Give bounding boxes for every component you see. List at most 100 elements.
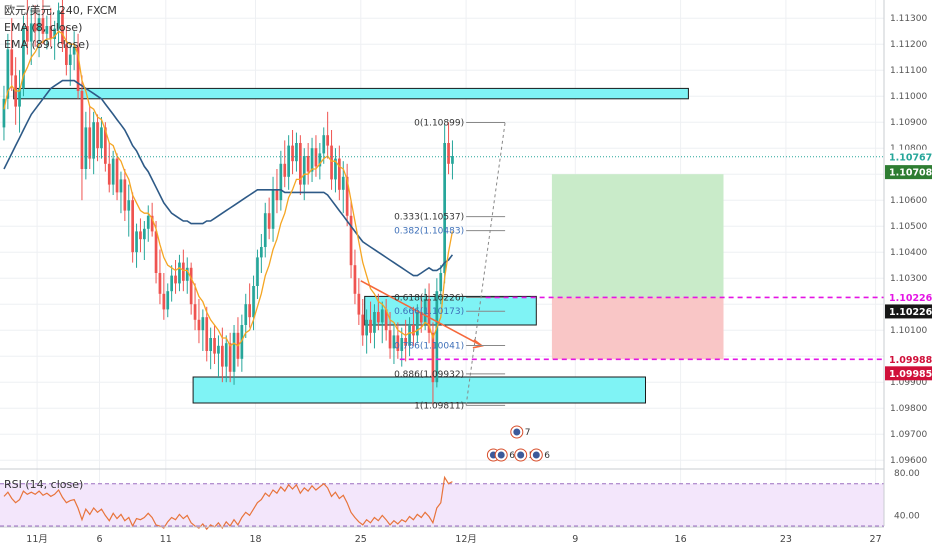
candle-body — [185, 267, 189, 281]
candle — [49, 7, 53, 47]
time-axis[interactable]: 11月 6 11 18 25 12月 9 16 23 27 — [0, 526, 884, 545]
candle — [96, 114, 99, 162]
candle-body — [162, 293, 166, 310]
time-tick-label: 6 — [96, 534, 102, 545]
candle — [162, 273, 166, 320]
candle-body — [279, 163, 283, 201]
symbol-title[interactable]: 欧元/美元, 240, FXCM — [4, 4, 117, 17]
event-marker[interactable]: 7 — [510, 425, 531, 439]
event-count: 6 — [509, 451, 515, 461]
candle-body — [2, 98, 6, 128]
price-tick-label: 1.10600 — [890, 196, 927, 206]
candle-body — [45, 26, 49, 34]
candle — [447, 122, 450, 175]
position-loss-zone[interactable] — [551, 297, 724, 360]
candle-body — [131, 200, 134, 253]
candle-body — [104, 127, 107, 164]
rsi-tick-label: 40.00 — [894, 511, 920, 521]
candle-body — [189, 267, 193, 305]
candle — [365, 309, 368, 354]
ema-fast-line — [3, 30, 454, 347]
candle-body — [53, 28, 56, 39]
candle-body — [252, 286, 255, 318]
candle-body — [197, 319, 201, 331]
ema-slow-legend[interactable]: EMA (89, close) — [4, 38, 90, 51]
candle — [123, 169, 127, 221]
level-high-tag-a[interactable] — [885, 290, 932, 305]
rsi-plot-area[interactable] — [0, 475, 884, 531]
support-resistance-zone-2[interactable] — [364, 295, 537, 326]
candle — [443, 124, 446, 284]
candle — [213, 325, 216, 364]
flag-icon-center — [517, 451, 525, 459]
price-tick-label: 1.09900 — [890, 378, 927, 388]
candle — [291, 130, 294, 175]
time-tick-label: 12月 — [455, 534, 477, 545]
candle-body — [295, 143, 298, 162]
position-profit-zone[interactable] — [551, 174, 724, 298]
rsi-legend[interactable]: RSI (14, close) — [4, 478, 84, 491]
candle — [205, 306, 209, 362]
candle-body — [244, 304, 248, 325]
candle — [146, 205, 150, 242]
candle — [357, 278, 361, 325]
candle — [310, 137, 314, 182]
level-low-tag-b-text: 1.09985 — [889, 369, 932, 380]
candle-body — [100, 127, 103, 149]
candle — [322, 127, 326, 164]
candle — [72, 31, 76, 71]
trendline[interactable] — [360, 280, 483, 347]
ema-fast-legend[interactable]: EMA (8, close) — [4, 21, 83, 34]
event-marker[interactable]: 6 — [529, 448, 550, 462]
candle-body — [143, 228, 146, 240]
candle — [260, 234, 263, 273]
support-resistance-zone-3[interactable] — [192, 376, 646, 404]
last-price-tag[interactable] — [885, 149, 932, 164]
event-marker[interactable]: 6 — [494, 448, 515, 462]
candle — [330, 130, 333, 190]
candle — [353, 249, 357, 305]
candle-body — [115, 158, 119, 193]
support-resistance-zone-1[interactable] — [13, 87, 689, 100]
candle — [158, 249, 162, 305]
candle-body — [275, 189, 279, 201]
level-low-tag-a[interactable] — [885, 352, 932, 367]
candle — [33, 5, 37, 47]
candle-body — [201, 317, 205, 331]
candle — [76, 33, 80, 99]
candle — [263, 202, 267, 258]
candle — [244, 293, 248, 338]
candle — [18, 70, 21, 133]
candle — [6, 33, 10, 110]
rsi-line — [3, 475, 453, 531]
candle-body — [61, 10, 64, 45]
candle-body — [341, 176, 345, 190]
candle-body — [451, 156, 454, 164]
candle-body — [178, 262, 181, 284]
time-tick-label: 11月 — [26, 534, 48, 545]
level-high-tag-b[interactable] — [885, 304, 932, 319]
flag-icon-center — [532, 451, 540, 459]
candle-body — [80, 91, 84, 169]
candle-body — [57, 10, 60, 29]
candle-body — [123, 179, 127, 211]
candle — [338, 145, 341, 201]
candle — [361, 299, 365, 346]
candle-body — [107, 163, 111, 185]
candle — [119, 171, 123, 214]
candle — [57, 2, 60, 45]
candle-body — [182, 262, 185, 281]
candle-body — [408, 325, 411, 346]
candle — [451, 140, 454, 180]
close-price-tag[interactable] — [885, 165, 932, 180]
candle — [53, 20, 56, 60]
candle-body — [221, 345, 224, 367]
level-low-tag-b[interactable] — [885, 366, 932, 381]
price-axis[interactable]: 1.11300 1.11200 1.11100 1.11000 1.10900 1.108… — [883, 0, 932, 526]
price-tick-label: 1.10100 — [890, 326, 927, 336]
candle — [107, 143, 111, 193]
time-tick-label: 9 — [572, 534, 578, 545]
candle-body — [412, 325, 415, 336]
